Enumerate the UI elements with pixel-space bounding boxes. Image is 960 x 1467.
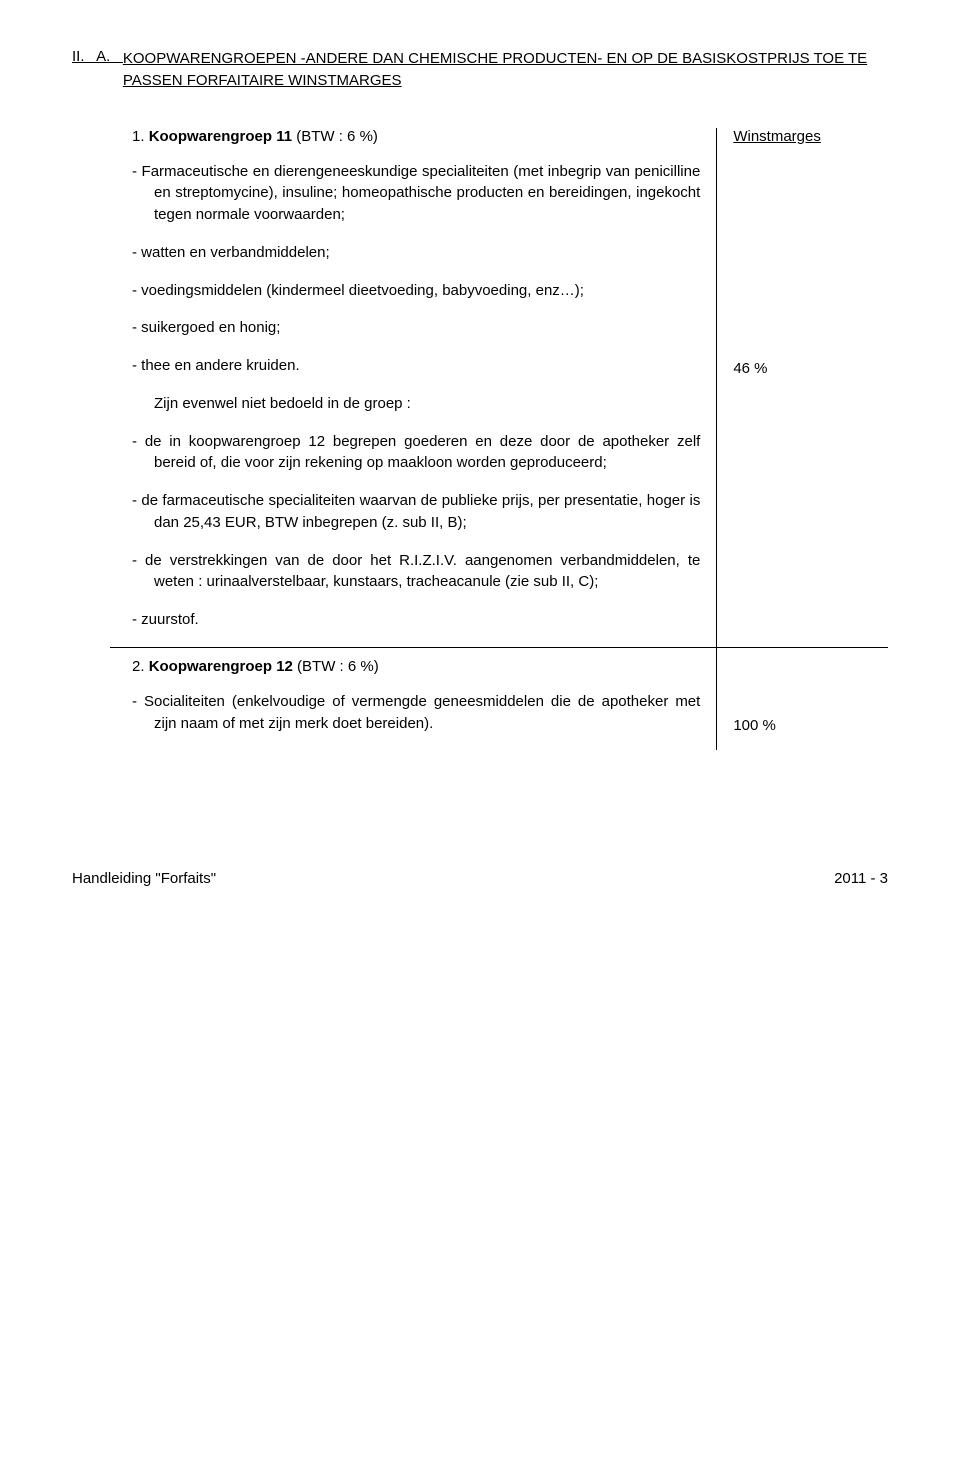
group2-title: 2. Koopwarengroep 12 (BTW : 6 %): [132, 658, 700, 675]
list-item: thee en andere kruiden.: [132, 355, 700, 377]
group1-title-bold: Koopwarengroep 11: [149, 128, 292, 145]
list-item: suikergoed en honig;: [132, 317, 700, 339]
group1-percent: 46 %: [733, 360, 888, 393]
winstmarges-header: Winstmarges: [733, 128, 821, 145]
group1-title: 1. Koopwarengroep 11 (BTW : 6 %): [132, 128, 700, 145]
group1-bullets-a: Farmaceutische en dierengeneeskundige sp…: [132, 161, 700, 377]
list-item: watten en verbandmiddelen;: [132, 242, 700, 264]
group2-title-rest: (BTW : 6 %): [293, 658, 379, 675]
list-item: zuurstof.: [132, 609, 700, 631]
page-footer: Handleiding "Forfaits" 2011 - 3: [72, 870, 888, 887]
list-item: de in koopwarengroep 12 begrepen goedere…: [132, 431, 700, 475]
group1-bullets-b: de in koopwarengroep 12 begrepen goedere…: [132, 431, 700, 631]
group1-num: 1.: [132, 128, 145, 145]
group1-title-rest: (BTW : 6 %): [292, 128, 378, 145]
section-heading: II. A. KOOPWARENGROEPEN -ANDERE DAN CHEM…: [72, 48, 888, 92]
heading-prefix: II. A.: [72, 48, 123, 65]
list-item: de verstrekkingen van de door het R.I.Z.…: [132, 550, 700, 594]
group2-bullets: Socialiteiten (enkelvoudige of vermengde…: [132, 691, 700, 735]
heading-text: KOOPWARENGROEPEN -ANDERE DAN CHEMISCHE P…: [123, 48, 888, 92]
list-item: voedingsmiddelen (kindermeel dieetvoedin…: [132, 280, 700, 302]
footer-right: 2011 - 3: [834, 870, 888, 887]
list-item: de farmaceutische specialiteiten waarvan…: [132, 490, 700, 534]
group2-num: 2.: [132, 658, 145, 675]
group1-intro-b: Zijn evenwel niet bedoeld in de groep :: [154, 393, 700, 415]
list-item: Socialiteiten (enkelvoudige of vermengde…: [132, 691, 700, 735]
margins-table: 1. Koopwarengroep 11 (BTW : 6 %) Winstma…: [110, 128, 888, 751]
footer-left: Handleiding "Forfaits": [72, 870, 216, 887]
list-item: Farmaceutische en dierengeneeskundige sp…: [132, 161, 700, 226]
group2-percent: 100 %: [733, 717, 888, 750]
group2-title-bold: Koopwarengroep 12: [149, 658, 293, 675]
